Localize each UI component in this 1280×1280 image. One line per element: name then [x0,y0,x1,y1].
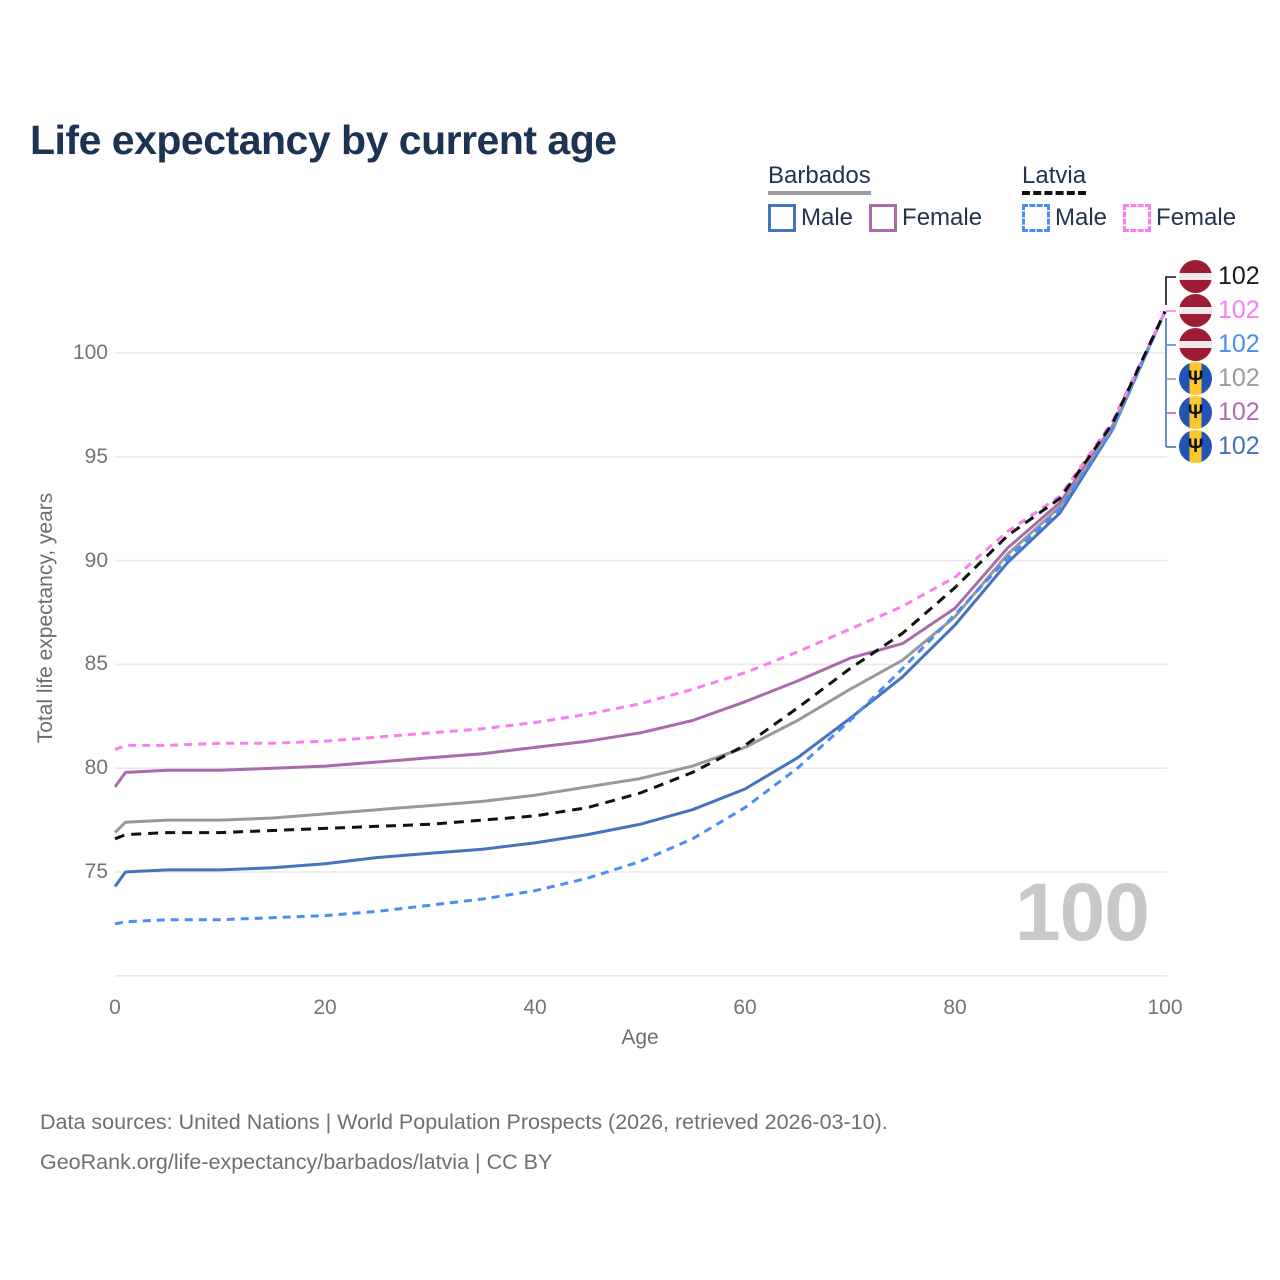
y-tick-label-90: 90 [84,548,108,572]
legend-item-barbados-female[interactable]: Female [869,204,983,233]
end-value-label: 102 [1218,432,1260,460]
y-tick-label-100: 100 [72,341,108,364]
trident-icon: Ψ [1187,368,1204,389]
end-label-barbados-both-sexes-: Ψ 102 [1179,362,1260,395]
page-title: Life expectancy by current age [30,117,617,164]
y-tick-label-75: 75 [84,860,108,883]
x-tick-label-40: 40 [523,996,547,1019]
trident-icon: Ψ [1187,436,1204,457]
legend-item-label: Male [801,204,854,232]
latvia-flag-icon [1179,328,1212,361]
end-value-label: 102 [1218,296,1260,324]
end-value-label: 102 [1218,364,1260,392]
legend-item-latvia-male[interactable]: Male [1022,204,1108,233]
legend-items-row: Male Female [768,204,983,233]
end-label-latvia-female: 102 [1179,294,1260,327]
legend-swatch-icon [1022,204,1050,233]
leader-line [1165,276,1176,305]
y-tick-label-80: 80 [84,756,108,780]
legend-country-latvia: Latvia [1022,163,1087,196]
x-axis-title: Age [621,1026,659,1049]
legend-item-label: Male [1055,204,1108,232]
end-value-label: 102 [1218,262,1260,290]
footer-attribution: GeoRank.org/life-expectancy/barbados/lat… [40,1150,553,1174]
x-tick-label-100: 100 [1147,996,1183,1019]
barbados-flag-icon: Ψ [1179,430,1212,463]
series-line-latvia-female [114,310,1167,751]
y-tick-label-95: 95 [84,444,108,468]
legend-swatch-icon [768,204,796,233]
legend-item-barbados-male[interactable]: Male [768,204,854,233]
end-label-barbados-female: Ψ 102 [1179,396,1260,429]
latvia-flag-icon [1179,294,1212,327]
legend-group-latvia: Latvia Male Female [1022,163,1237,233]
barbados-flag-icon: Ψ [1179,362,1212,395]
series-line-latvia-both-sexes- [114,310,1167,841]
x-tick-label-0: 0 [109,996,121,1019]
x-tick-label-20: 20 [313,996,337,1019]
legend-item-label: Female [1156,204,1237,232]
end-value-label: 102 [1218,398,1260,426]
series-line-barbados-both-sexes- [113,310,1167,834]
current-age-watermark: 100 [1015,867,1150,958]
legend-item-label: Female [902,204,983,232]
legend-swatch-icon [1123,204,1152,233]
y-tick-label-85: 85 [84,652,108,676]
legend-items-row: Male Female [1022,204,1237,233]
series-line-latvia-male [114,310,1167,926]
end-label-barbados-male: Ψ 102 [1179,430,1260,463]
legend-swatch-icon [869,204,898,233]
series-line-barbados-male [113,310,1167,888]
latvia-flag-icon [1179,260,1212,293]
x-tick-label-60: 60 [733,996,757,1019]
end-label-latvia-male: 102 [1179,328,1260,361]
series-line-barbados-female [113,310,1167,788]
legend-country-barbados: Barbados [768,163,871,196]
footer-sources: Data sources: United Nations | World Pop… [40,1110,888,1134]
y-axis-title: Total life expectancy, years [34,492,57,744]
barbados-flag-icon: Ψ [1179,396,1212,429]
x-tick-label-80: 80 [943,996,967,1019]
end-label-latvia-both-sexes-: 102 [1179,260,1260,293]
end-value-label: 102 [1218,330,1260,358]
legend-group-barbados: Barbados Male Female [768,163,983,233]
trident-icon: Ψ [1187,402,1204,423]
legend-item-latvia-female[interactable]: Female [1123,204,1237,233]
